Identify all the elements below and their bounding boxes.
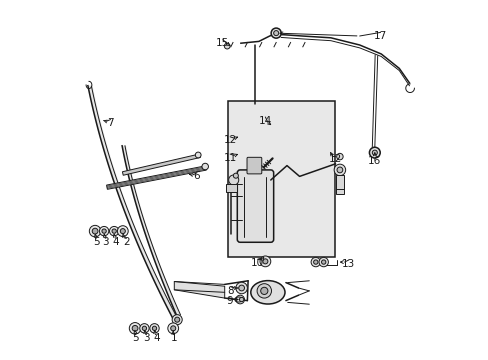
Bar — [335, 175, 344, 194]
Circle shape — [140, 324, 149, 333]
Circle shape — [260, 256, 270, 267]
Text: 5: 5 — [132, 333, 139, 343]
Circle shape — [129, 323, 141, 334]
Polygon shape — [122, 154, 200, 175]
Circle shape — [112, 229, 116, 233]
Circle shape — [313, 260, 317, 264]
Circle shape — [336, 153, 343, 160]
Circle shape — [333, 164, 345, 176]
Circle shape — [132, 325, 138, 331]
Circle shape — [235, 295, 244, 304]
Circle shape — [174, 317, 179, 322]
Text: 10: 10 — [250, 258, 264, 268]
Text: 3: 3 — [143, 333, 150, 343]
Text: 4: 4 — [153, 333, 159, 343]
Text: 8: 8 — [227, 285, 234, 296]
Text: 6: 6 — [193, 171, 200, 181]
Circle shape — [318, 257, 328, 267]
Circle shape — [270, 28, 281, 38]
Text: 11: 11 — [223, 153, 236, 163]
Text: 7: 7 — [107, 118, 114, 128]
Text: 17: 17 — [373, 31, 386, 41]
Circle shape — [321, 260, 325, 264]
Text: 16: 16 — [367, 156, 381, 166]
FancyBboxPatch shape — [246, 157, 261, 174]
Circle shape — [89, 225, 101, 237]
Circle shape — [195, 152, 201, 158]
Polygon shape — [225, 184, 236, 192]
Circle shape — [336, 167, 342, 173]
Circle shape — [172, 315, 182, 325]
Circle shape — [238, 285, 244, 291]
Text: 15: 15 — [216, 38, 229, 48]
Circle shape — [228, 175, 238, 185]
Ellipse shape — [250, 281, 285, 304]
Circle shape — [202, 163, 208, 170]
Text: 5: 5 — [93, 237, 99, 247]
Circle shape — [167, 323, 178, 334]
Circle shape — [99, 226, 108, 236]
Text: 14: 14 — [258, 116, 271, 126]
Circle shape — [102, 229, 106, 233]
Circle shape — [224, 43, 230, 49]
Circle shape — [170, 326, 175, 331]
Text: 9: 9 — [225, 296, 232, 306]
Circle shape — [120, 229, 125, 234]
Circle shape — [368, 147, 380, 158]
FancyBboxPatch shape — [237, 170, 273, 242]
Circle shape — [92, 228, 98, 234]
Circle shape — [149, 324, 159, 333]
Text: 3: 3 — [102, 237, 109, 247]
Polygon shape — [174, 282, 224, 298]
Circle shape — [239, 297, 244, 302]
FancyBboxPatch shape — [228, 101, 334, 257]
Circle shape — [310, 257, 320, 267]
Circle shape — [142, 326, 146, 330]
Circle shape — [117, 226, 128, 237]
Circle shape — [235, 282, 247, 294]
Circle shape — [273, 31, 278, 36]
Circle shape — [109, 226, 119, 236]
Polygon shape — [106, 166, 206, 189]
Circle shape — [263, 259, 267, 264]
Text: 2: 2 — [123, 237, 129, 247]
Circle shape — [257, 284, 271, 298]
Circle shape — [233, 173, 238, 178]
Circle shape — [152, 326, 156, 330]
Text: 13: 13 — [342, 258, 355, 269]
Circle shape — [260, 287, 267, 294]
Text: 12: 12 — [223, 135, 236, 145]
Text: 12: 12 — [328, 154, 341, 164]
Text: 1: 1 — [171, 333, 177, 343]
Circle shape — [371, 150, 377, 155]
Text: 4: 4 — [112, 237, 119, 247]
